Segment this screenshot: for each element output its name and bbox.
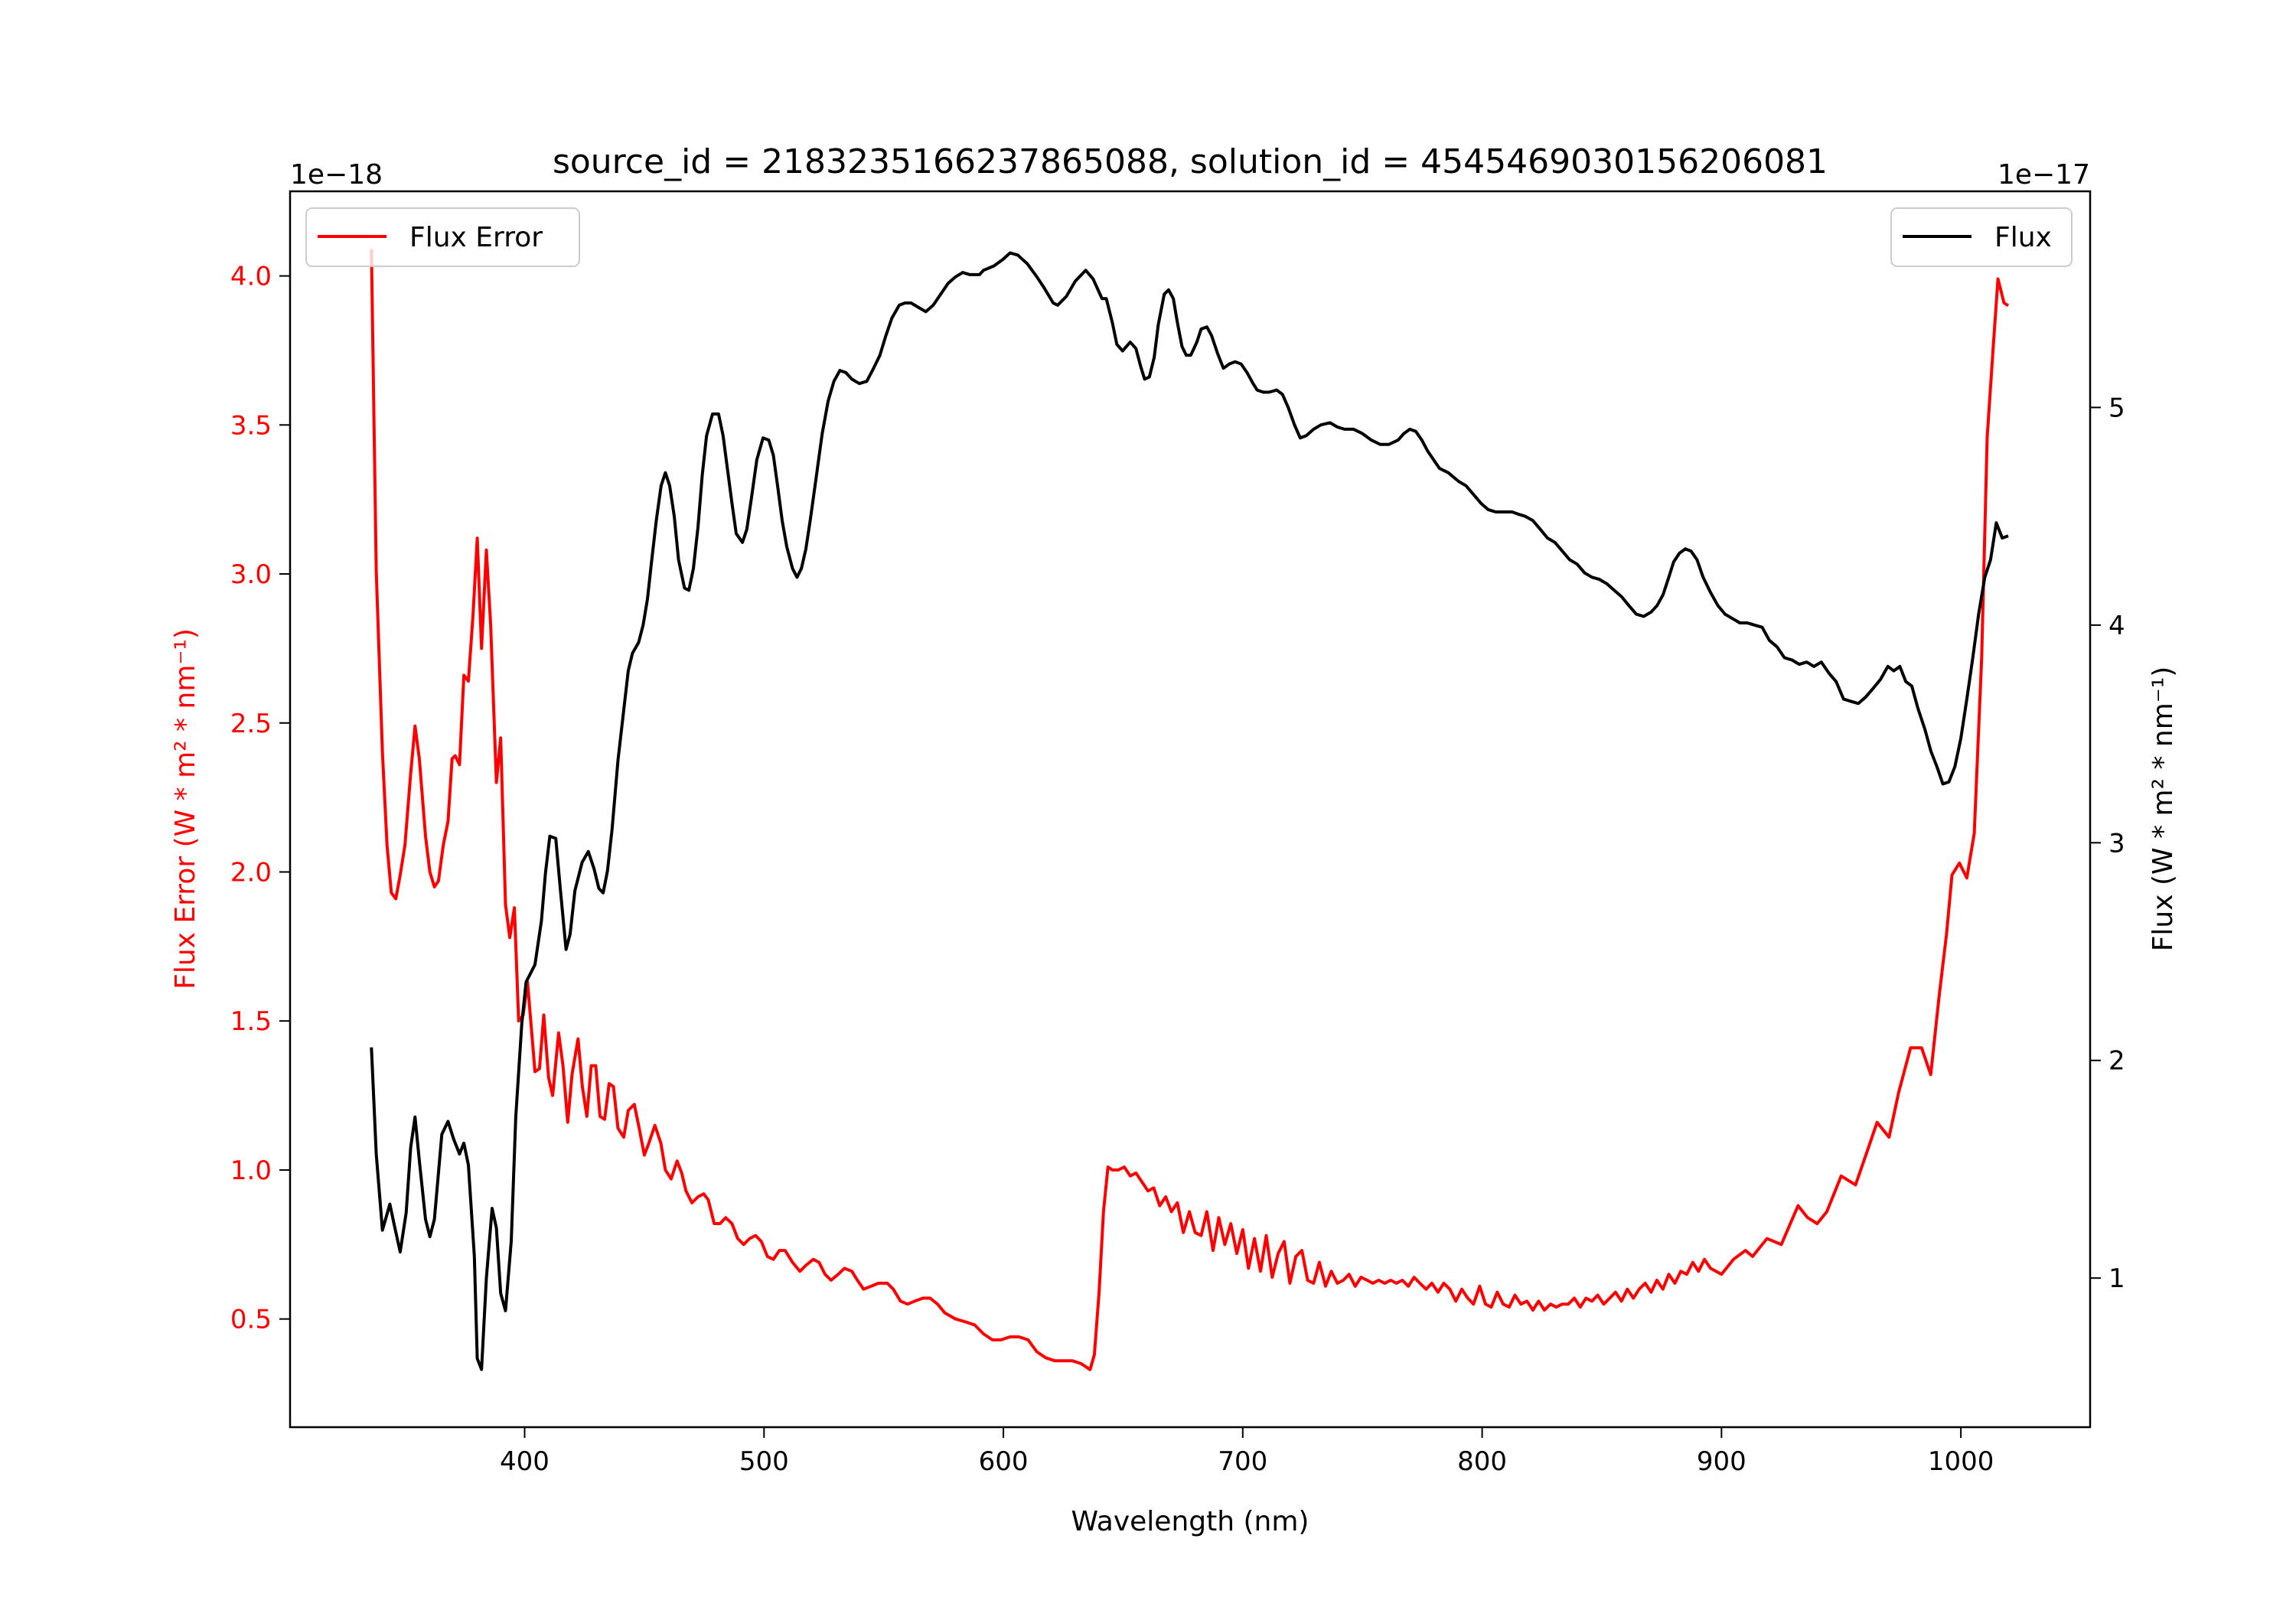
left-y-tick-label: 4.0 [230, 262, 272, 292]
right-axis-offset-text: 1e−17 [1998, 159, 2090, 191]
legend-flux: Flux [1890, 207, 2073, 267]
left-y-tick-label: 2.0 [230, 857, 272, 888]
x-tick-label: 600 [979, 1446, 1029, 1477]
x-tick-label: 800 [1457, 1446, 1507, 1477]
plot-area: 400 500 600 700 800 900 1000 0.5 1.0 1.5 2.0 2.5 3.0… [230, 249, 2125, 1477]
x-axis-label: Wavelength (nm) [1071, 1506, 1309, 1537]
right-y-tick-label: 1 [2108, 1263, 2125, 1294]
x-tick-label: 1000 [1928, 1446, 1994, 1477]
x-tick-label: 700 [1218, 1446, 1267, 1477]
left-axis-offset-text: 1e−18 [290, 159, 383, 191]
legend-flux-error: Flux Error [305, 207, 580, 267]
left-y-tick-label: 3.0 [230, 559, 272, 590]
legend-flux-error-label: Flux Error [409, 222, 543, 253]
chart-title: source_id = 2183235166237865088, solutio… [553, 142, 1828, 181]
left-y-tick-label: 1.5 [230, 1006, 272, 1037]
right-y-tick-label: 3 [2108, 828, 2125, 859]
left-y-tick-label: 0.5 [230, 1305, 272, 1335]
right-y-tick-label: 2 [2108, 1046, 2125, 1077]
left-y-tick-label: 2.5 [230, 709, 272, 739]
right-y-tick-label: 5 [2108, 393, 2125, 423]
right-y-tick-label: 4 [2108, 611, 2125, 641]
right-y-axis-label: Flux (W * m² * nm⁻¹) [2148, 667, 2179, 952]
left-y-axis-label: Flux Error (W * m² * nm⁻¹) [170, 628, 201, 989]
flux-error-line [370, 249, 2010, 1371]
flux-line [370, 251, 2009, 1371]
x-tick-label: 500 [739, 1446, 789, 1477]
legend-flux-label: Flux [1994, 222, 2052, 253]
left-y-tick-label: 1.0 [230, 1156, 272, 1186]
x-tick-label: 400 [500, 1446, 550, 1477]
left-y-tick-label: 3.5 [230, 410, 272, 441]
axes-frame [289, 190, 2092, 1429]
x-tick-label: 900 [1697, 1446, 1746, 1477]
